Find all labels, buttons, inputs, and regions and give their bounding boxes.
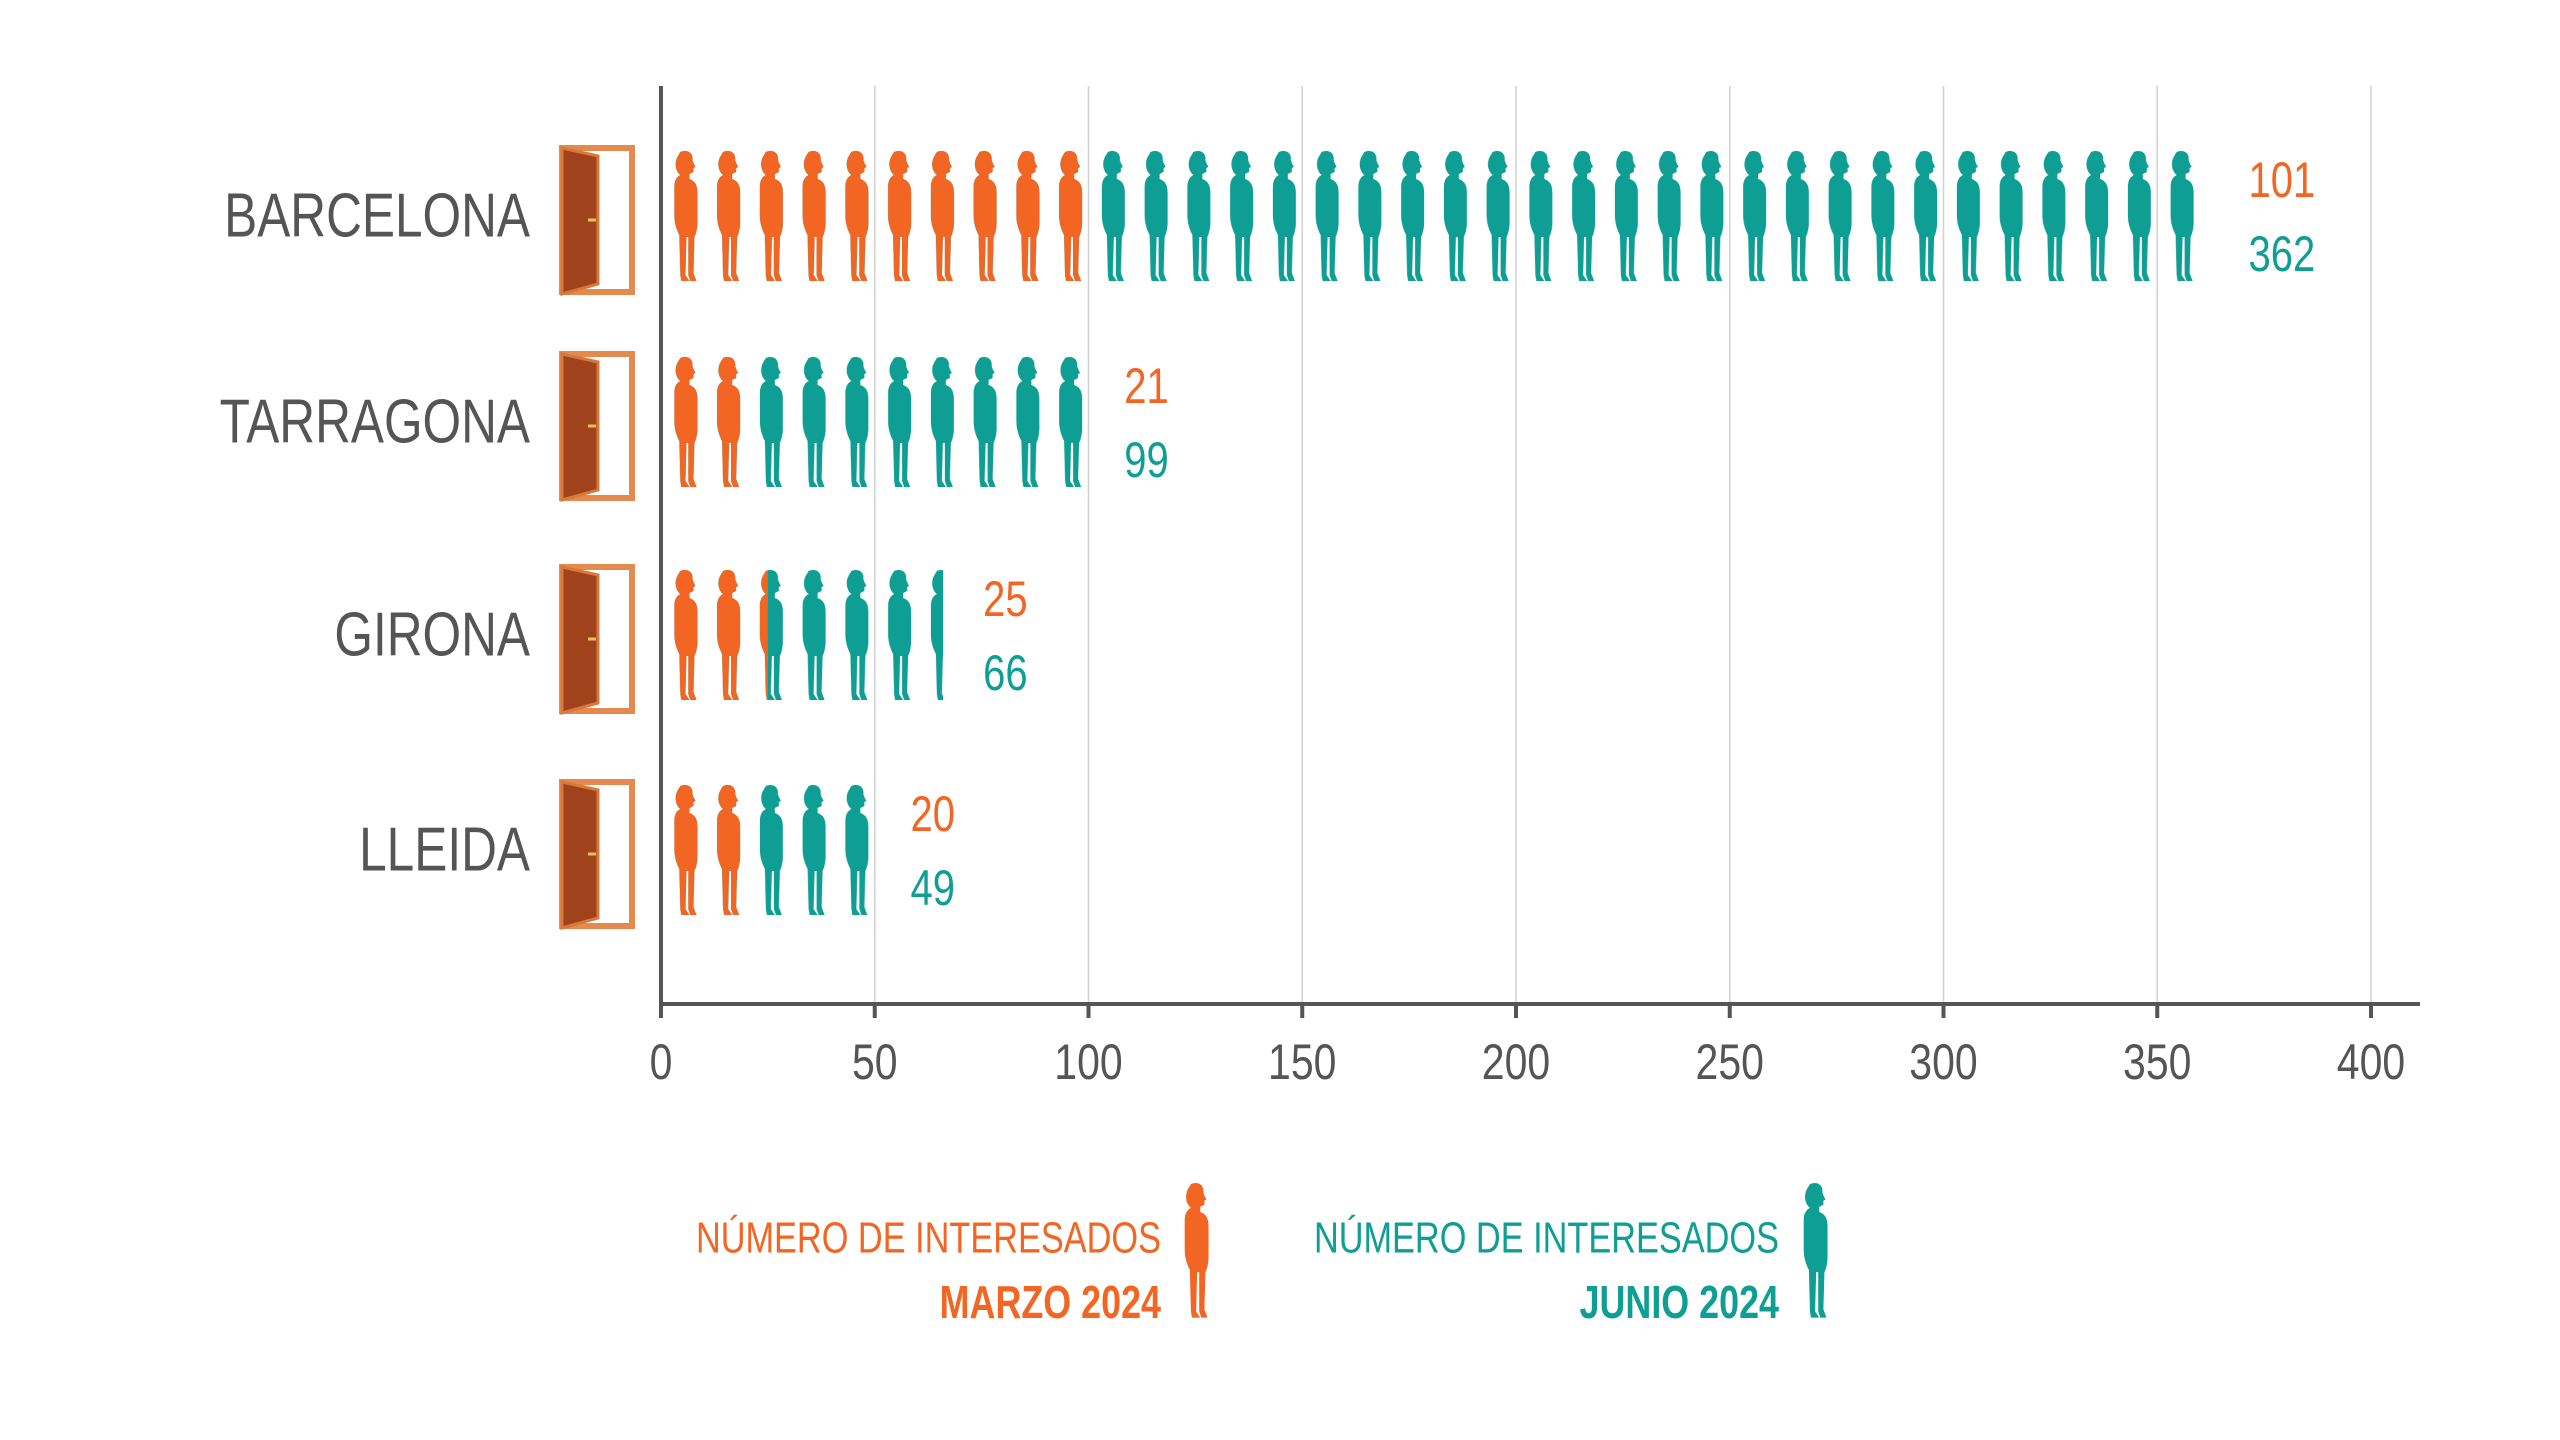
value-label: 20 <box>910 786 954 842</box>
pictogram-bar <box>661 356 751 496</box>
category-label: TARRAGONA <box>220 386 531 456</box>
door-icon <box>559 351 635 502</box>
legend-item: NÚMERO DE INTERESADOS JUNIO 2024 <box>1314 1183 1828 1328</box>
value-label: 362 <box>2249 226 2316 282</box>
x-tick-label: 400 <box>2337 1034 2405 1090</box>
legend-icon <box>1184 1183 1209 1318</box>
x-tick-label: 250 <box>1696 1034 1764 1090</box>
category-label: GIRONA <box>334 599 530 669</box>
legend-label: MARZO 2024 <box>940 1277 1161 1328</box>
pictogram-bar <box>661 150 1093 290</box>
legend-icon <box>1803 1183 1828 1318</box>
legend-label: JUNIO 2024 <box>1580 1277 1779 1328</box>
value-label: 99 <box>1124 432 1168 488</box>
legend-item: NÚMERO DE INTERESADOS MARZO 2024 <box>696 1183 1209 1328</box>
door-icon <box>559 564 635 715</box>
value-label: 49 <box>910 860 954 916</box>
legend-title: NÚMERO DE INTERESADOS <box>696 1214 1161 1263</box>
x-tick-label: 0 <box>650 1034 673 1090</box>
category-label: BARCELONA <box>224 180 530 250</box>
legend-title: NÚMERO DE INTERESADOS <box>1314 1214 1779 1263</box>
value-label: 66 <box>983 645 1027 701</box>
x-tick-label: 50 <box>852 1034 898 1090</box>
pictogram-bar <box>661 784 747 924</box>
door-icon <box>559 145 635 296</box>
x-tick-label: 100 <box>1054 1034 1122 1090</box>
value-label: 21 <box>1124 358 1168 414</box>
x-tick-label: 150 <box>1268 1034 1336 1090</box>
category-label: LLEIDA <box>359 814 530 884</box>
x-tick-label: 200 <box>1482 1034 1550 1090</box>
value-label: 101 <box>2249 152 2316 208</box>
pictogram-bar <box>661 569 768 709</box>
x-tick-label: 300 <box>1909 1034 1977 1090</box>
x-tick-label: 350 <box>2123 1034 2191 1090</box>
value-label: 25 <box>983 571 1027 627</box>
door-icon <box>559 779 635 930</box>
